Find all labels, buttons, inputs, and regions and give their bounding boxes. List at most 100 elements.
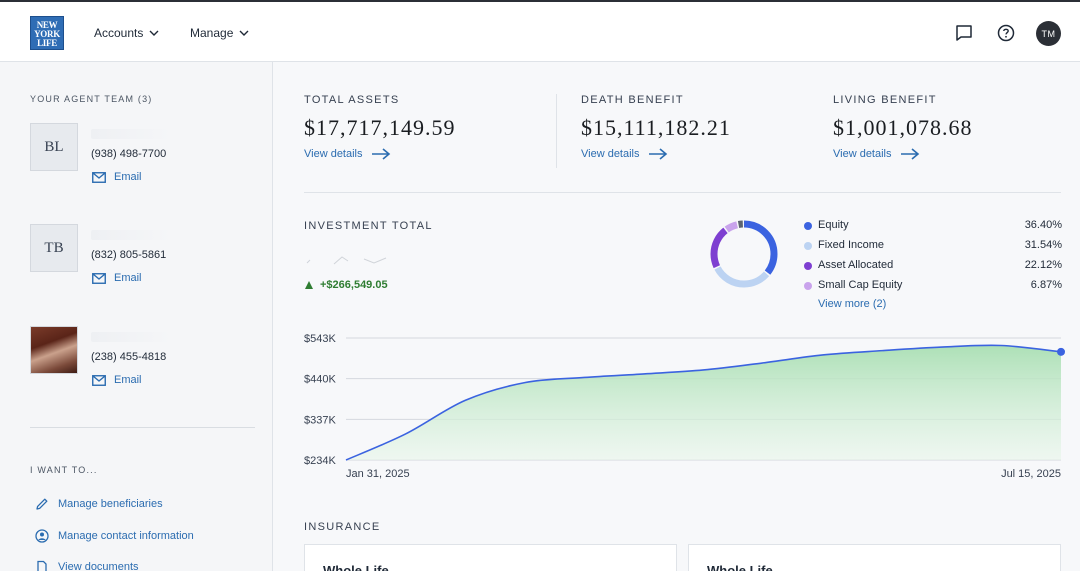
legend-dot [804,222,812,230]
view-documents-link[interactable]: View documents [35,560,139,571]
agent-team-label: YOUR AGENT TEAM (3) [30,94,153,104]
arrow-right-icon [648,148,667,160]
agent-card: (238) 455-4818 Email [30,326,171,386]
death-benefit-view-details[interactable]: View details [581,148,731,160]
y-tick-label: $234K [304,455,336,467]
investment-change-value: +$266,549.05 [320,279,388,291]
chevron-down-icon [149,30,159,36]
legend-item-small-cap-equity: Small Cap Equity 6.87% [804,279,1062,299]
x-tick-label-start: Jan 31, 2025 [346,468,410,480]
view-more-link[interactable]: View more (2) [818,298,887,310]
agent-email-link[interactable]: Email [92,171,142,183]
view-documents-label: View documents [58,561,139,571]
main-content: TOTAL ASSETS $17,717,149.59 View details… [274,62,1080,571]
nav-accounts[interactable]: Accounts [94,26,160,40]
new-york-life-logo[interactable]: NEW YORK LIFE [30,16,64,50]
agent-card: TB (832) 805-5861 Email [30,224,171,284]
chevron-down-icon [239,30,249,36]
insurance-card-name: Whole Life [707,563,773,571]
mail-icon [92,272,106,284]
investment-total-value-redacted [306,256,387,265]
legend-name: Fixed Income [818,239,885,251]
sidebar-divider [30,427,255,428]
legend-name: Equity [818,219,849,231]
person-circle-icon [35,529,49,543]
agent-photo [30,326,78,374]
logo-line-2: YORK [34,29,60,39]
agent-avatar: TB [30,224,78,272]
legend-pct: 6.87% [1030,279,1062,291]
agent-name-redacted [91,230,171,240]
living-benefit-summary: LIVING BENEFIT $1,001,078.68 View detail… [833,94,973,160]
top-header: NEW YORK LIFE Accounts Manage TM [0,0,1080,62]
legend-item-asset-allocated: Asset Allocated 22.12% [804,259,1062,279]
death-benefit-label: DEATH BENEFIT [581,94,684,106]
investment-change: +$266,549.05 [305,279,388,291]
living-benefit-value: $1,001,078.68 [833,115,973,140]
view-details-label: View details [304,148,363,160]
y-tick-label: $440K [304,374,336,386]
death-benefit-summary: DEATH BENEFIT $15,111,182.21 View detail… [581,94,731,160]
agent-email-label: Email [114,374,142,386]
agent-email-label: Email [114,171,142,183]
legend-name: Small Cap Equity [818,279,903,291]
legend-dot [804,262,812,270]
arrow-right-icon [371,148,390,160]
want-to-label: I WANT TO... [30,465,98,475]
total-assets-view-details[interactable]: View details [304,148,456,160]
legend-name: Asset Allocated [818,259,894,271]
pencil-icon [36,498,48,510]
manage-beneficiaries-label: Manage beneficiaries [58,498,163,510]
donut-segment-3 [710,220,778,288]
nav-manage[interactable]: Manage [190,26,250,40]
y-tick-label: $543K [304,333,336,345]
insurance-card-name: Whole Life [323,563,389,571]
logo-line-3: LIFE [37,38,57,48]
agent-name-redacted [91,332,171,342]
mail-icon [92,171,106,183]
investment-area-chart: $543K $440K $337K $234K Jan 31, 2025 Jul 15, … [304,333,1065,480]
total-assets-label: TOTAL ASSETS [304,94,400,106]
document-icon [37,560,47,571]
agent-phone[interactable]: (238) 455-4818 [91,351,167,363]
death-benefit-value: $15,111,182.21 [581,115,731,140]
mail-icon [92,374,106,386]
chart-last-point[interactable] [1057,347,1065,356]
insurance-card[interactable]: Whole Life [688,544,1061,571]
view-details-label: View details [581,148,640,160]
investment-total-title: INVESTMENT TOTAL [304,220,433,232]
agent-email-link[interactable]: Email [92,374,142,386]
logo-line-1: NEW [36,20,58,30]
user-avatar[interactable]: TM [1036,21,1061,46]
agent-email-label: Email [114,272,142,284]
donut-segment-2 [710,220,778,288]
insurance-title: INSURANCE [304,521,381,533]
living-benefit-view-details[interactable]: View details [833,148,973,160]
agent-phone[interactable]: (832) 805-5861 [91,249,167,261]
x-tick-label-end: Jul 15, 2025 [1001,468,1061,480]
legend-dot [804,282,812,290]
agent-card: BL (938) 498-7700 Email [30,123,171,183]
legend-item-equity: Equity 36.40% [804,219,1062,239]
sidebar: YOUR AGENT TEAM (3) BL (938) 498-7700 Em… [0,62,273,571]
insurance-card[interactable]: Whole Life [304,544,677,571]
y-tick-label: $337K [304,414,336,426]
donut-segment-1 [710,220,778,288]
arrow-right-icon [900,148,919,160]
manage-beneficiaries-link[interactable]: Manage beneficiaries [35,497,163,511]
up-triangle-icon [305,281,313,289]
chart-area-fill [346,345,1061,460]
chat-icon[interactable] [954,23,974,43]
section-divider [304,192,1061,193]
allocation-legend: Equity 36.40% Fixed Income 31.54% Asset … [804,219,1062,299]
agent-phone[interactable]: (938) 498-7700 [91,148,167,160]
legend-pct: 22.12% [1024,259,1062,271]
allocation-donut-chart [710,220,778,288]
legend-dot [804,242,812,250]
manage-contact-link[interactable]: Manage contact information [35,529,194,543]
legend-pct: 31.54% [1024,239,1062,251]
help-icon[interactable] [996,23,1016,43]
agent-email-link[interactable]: Email [92,272,142,284]
total-assets-summary: TOTAL ASSETS $17,717,149.59 View details [304,94,456,160]
manage-contact-label: Manage contact information [58,530,194,542]
